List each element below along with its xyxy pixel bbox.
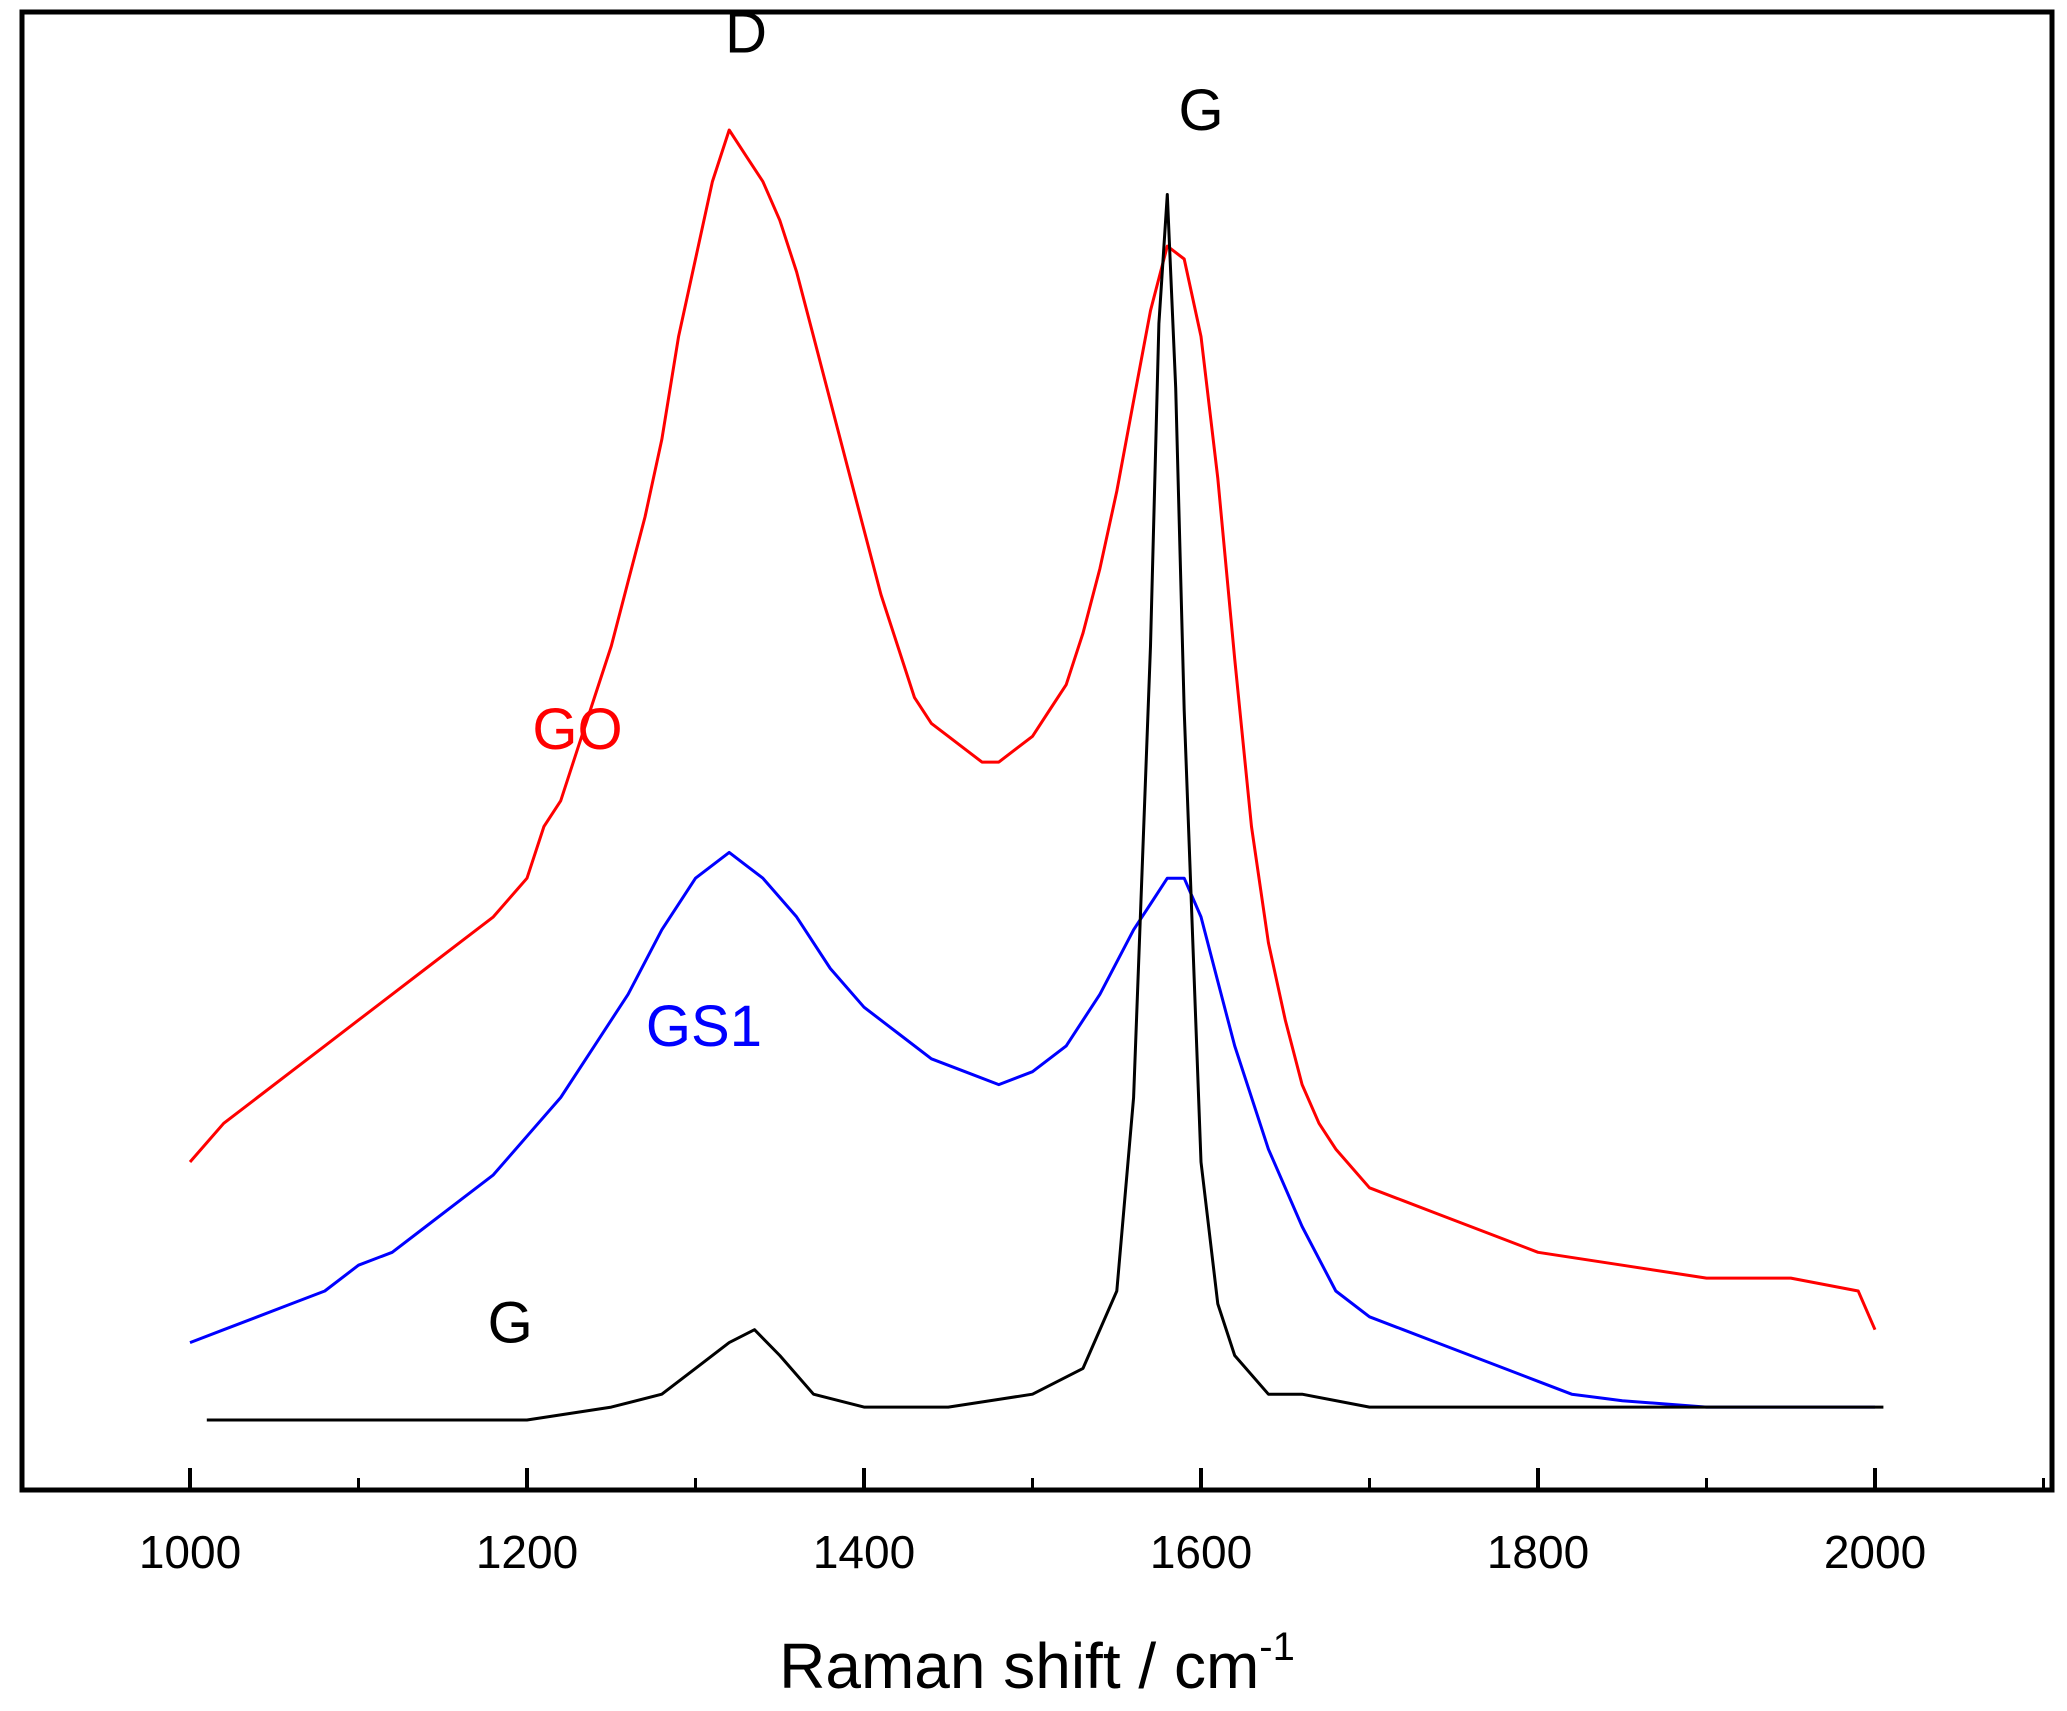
x-axis-label-text: Raman shift / cm	[779, 1630, 1259, 1702]
annotation-g: G	[1178, 78, 1223, 143]
x-tick-label: 2000	[1824, 1526, 1926, 1578]
x-tick-label: 1400	[813, 1526, 915, 1578]
series-line-gs1	[189, 850, 1875, 1409]
annotation-go: GO	[532, 697, 622, 762]
x-axis-label: Raman shift / cm-1	[779, 1625, 1295, 1702]
x-axis-label-superscript: -1	[1259, 1625, 1295, 1669]
x-tick-label: 1000	[139, 1526, 241, 1578]
x-tick-label: 1600	[1150, 1526, 1252, 1578]
annotation-g: G	[488, 1291, 533, 1356]
series-layer	[188, 128, 1884, 1422]
plot-frame	[19, 9, 2055, 1493]
x-axis-ticks: 1000 1200 1400 1600 1800 2000	[20, 1468, 2045, 1578]
x-tick-label: 1200	[476, 1526, 578, 1578]
series-line-g	[206, 193, 1884, 1422]
series-line-go	[188, 128, 1877, 1331]
annotation-d: D	[725, 1, 767, 66]
x-tick-label: 1800	[1487, 1526, 1589, 1578]
annotation-gs1: GS1	[646, 994, 762, 1059]
annotations: D G GO GS1 G	[488, 1, 1224, 1356]
